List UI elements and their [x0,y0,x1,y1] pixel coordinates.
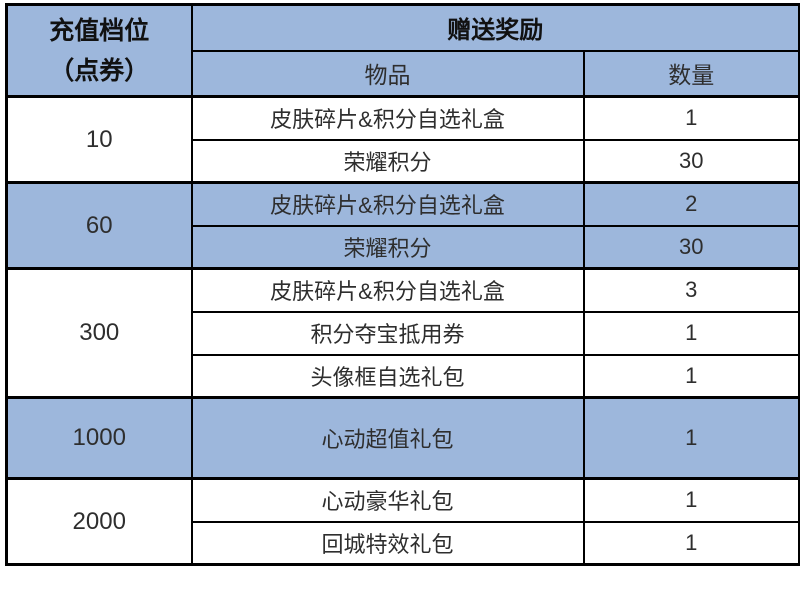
recharge-rewards-table: 充值档位 （点券） 赠送奖励 物品 数量 10 皮肤碎片&积分自选礼盒 1 荣耀… [5,3,800,566]
item-cell: 皮肤碎片&积分自选礼盒 [190,181,585,227]
qty-cell: 1 [582,396,800,480]
qty-cell: 1 [582,310,800,356]
item-column-header: 物品 [190,49,585,98]
table-header: 充值档位 （点券） 赠送奖励 物品 数量 [5,3,800,98]
table-row: 荣耀积分 30 [7,138,800,184]
table-row: 积分夺宝抵用券 1 [7,310,800,356]
tier-cell: 60 [5,181,193,270]
item-cell: 皮肤碎片&积分自选礼盒 [190,267,585,313]
qty-cell: 30 [582,224,800,270]
table-body: 10 皮肤碎片&积分自选礼盒 1 荣耀积分 30 60 皮肤碎片&积分自选礼盒 … [5,95,800,566]
tier-cell: 1000 [5,396,193,480]
table-row: 60 皮肤碎片&积分自选礼盒 2 [5,181,800,270]
table-row: 10 皮肤碎片&积分自选礼盒 1 [5,95,800,184]
item-cell: 积分夺宝抵用券 [190,310,585,356]
qty-cell: 1 [582,353,800,399]
item-cell: 皮肤碎片&积分自选礼盒 [190,95,585,141]
qty-cell: 1 [582,477,800,523]
item-cell: 头像框自选礼包 [190,353,585,399]
tier-header-line1: 充值档位 [49,16,150,45]
qty-cell: 30 [582,138,800,184]
qty-cell: 2 [582,181,800,227]
reward-column-header: 赠送奖励 [190,3,800,52]
table-row: 2000 心动豪华礼包 1 [5,477,800,566]
item-cell: 心动超值礼包 [190,396,585,480]
qty-column-header: 数量 [582,49,800,98]
qty-cell: 1 [582,95,800,141]
item-cell: 荣耀积分 [190,224,585,270]
tier-header-line2: （点券） [49,56,150,85]
tier-cell: 10 [5,95,193,184]
qty-cell: 3 [582,267,800,313]
table-row: 头像框自选礼包 1 [7,353,800,399]
tier-cell: 300 [5,267,193,399]
item-cell: 荣耀积分 [190,138,585,184]
tier-column-header: 充值档位 （点券） [5,3,193,98]
table-row: 300 皮肤碎片&积分自选礼盒 3 [5,267,800,399]
table-row: 1000 心动超值礼包 1 [5,396,800,480]
item-cell: 回城特效礼包 [190,520,585,566]
qty-cell: 1 [582,520,800,566]
table-row: 荣耀积分 30 [7,224,800,270]
table-row: 回城特效礼包 1 [7,520,800,566]
item-cell: 心动豪华礼包 [190,477,585,523]
tier-cell: 2000 [5,477,193,566]
